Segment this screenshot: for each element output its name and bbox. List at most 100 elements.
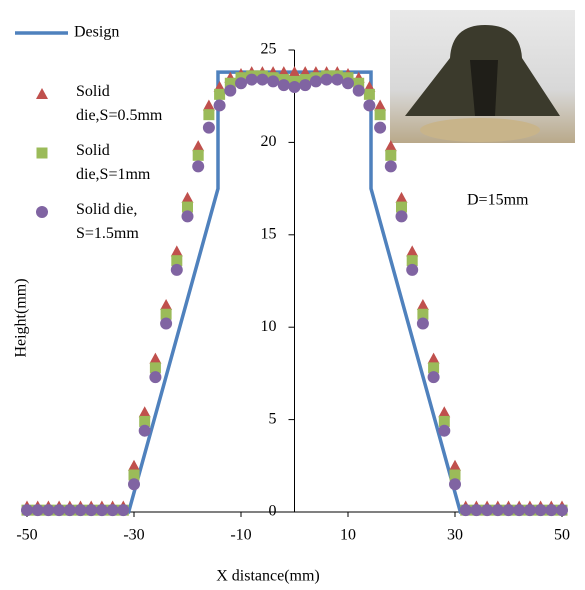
circle-marker (149, 371, 161, 383)
triangle-marker (417, 299, 429, 310)
circle-marker (53, 504, 65, 516)
circle-marker (406, 264, 418, 276)
y-tick-label: 25 (261, 41, 277, 58)
circle-marker (214, 99, 226, 111)
circle-marker (128, 478, 140, 490)
triangle-marker (160, 299, 172, 310)
triangle-marker (149, 353, 161, 364)
circle-marker (96, 504, 108, 516)
circle-marker (470, 504, 482, 516)
y-tick-label: 15 (261, 225, 277, 242)
circle-marker (556, 504, 568, 516)
circle-marker (428, 371, 440, 383)
circle-marker (417, 318, 429, 330)
triangle-marker (428, 353, 440, 364)
triangle-marker (406, 245, 418, 256)
circle-marker (321, 74, 333, 86)
legend-label: Solid die, S=1.5mm (76, 198, 180, 246)
circle-marker (171, 264, 183, 276)
circle-marker (107, 504, 119, 516)
annotation: D=15mm (467, 192, 529, 209)
square-marker (375, 109, 386, 120)
circle-marker (32, 504, 44, 516)
circle-marker (117, 504, 129, 516)
triangle-marker (203, 99, 215, 110)
y-tick-label: 20 (261, 133, 277, 150)
circle-marker (545, 504, 557, 516)
triangle-marker (449, 460, 461, 471)
y-axis-label: Height(mm) (13, 278, 30, 357)
circle-marker (310, 75, 322, 87)
circle-marker (331, 74, 343, 86)
triangle-marker (182, 192, 194, 203)
circle-marker (21, 504, 33, 516)
square-marker (385, 150, 396, 161)
square-marker (203, 109, 214, 120)
x-tick-label: 50 (554, 527, 570, 544)
legend-label-box: Solid die,S=0.5mm (76, 80, 180, 136)
circle-marker (438, 425, 450, 437)
circle-marker (256, 74, 268, 86)
circle-marker (396, 210, 408, 222)
circle-marker (299, 79, 311, 91)
y-tick-label: 10 (261, 318, 277, 335)
circle-marker (289, 81, 301, 93)
circle-marker (64, 504, 76, 516)
x-tick-label: -50 (16, 527, 37, 544)
circle-marker (513, 504, 525, 516)
circle-marker (224, 85, 236, 97)
chart: D=15mm X distance(mm) Height(mm) Design S… (0, 0, 585, 590)
circle-marker (182, 210, 194, 222)
y-tick-label: 5 (269, 410, 277, 427)
circle-marker (192, 160, 204, 172)
triangle-marker (374, 99, 386, 110)
circle-marker (524, 504, 536, 516)
circle-marker (42, 504, 54, 516)
legend-label: Design (74, 24, 119, 41)
x-tick-label: -30 (123, 527, 144, 544)
legend-label: Solid die,S=0.5mm (76, 80, 180, 128)
x-tick-label: -10 (230, 527, 251, 544)
circle-marker (36, 206, 48, 218)
circle-marker (374, 122, 386, 134)
x-tick-label: 10 (340, 527, 356, 544)
circle-marker (363, 99, 375, 111)
triangle-marker (192, 140, 204, 151)
legend-label-box: Solid die, S=1.5mm (76, 198, 180, 254)
circle-marker (385, 160, 397, 172)
y-tick-label: 0 (269, 503, 277, 520)
legend: Design Solid die,S=0.5mm Solid die,S=1mm So… (15, 24, 180, 254)
circle-marker (75, 504, 87, 516)
circle-marker (235, 77, 247, 89)
x-axis-label: X distance(mm) (216, 568, 320, 585)
triangle-marker (139, 406, 151, 417)
circle-marker (267, 75, 279, 87)
circle-marker (342, 77, 354, 89)
x-tick-label: 30 (447, 527, 463, 544)
square-marker (193, 150, 204, 161)
inset-photo (390, 10, 575, 143)
circle-marker (449, 478, 461, 490)
page: D=15mm X distance(mm) Height(mm) Design S… (0, 0, 585, 590)
circle-marker (535, 504, 547, 516)
circle-marker (278, 79, 290, 91)
circle-marker (203, 122, 215, 134)
triangle-marker (128, 460, 140, 471)
circle-marker (139, 425, 151, 437)
square-marker (214, 89, 225, 100)
legend-label-box: Solid die,S=1mm (76, 139, 180, 195)
circle-marker (460, 504, 472, 516)
square-marker (37, 148, 48, 159)
triangle-marker (36, 88, 48, 99)
triangle-marker (396, 192, 408, 203)
legend-label: Solid die,S=1mm (76, 139, 180, 187)
circle-marker (503, 504, 515, 516)
circle-marker (160, 318, 172, 330)
circle-marker (492, 504, 504, 516)
square-marker (364, 89, 375, 100)
circle-marker (246, 74, 258, 86)
circle-marker (481, 504, 493, 516)
circle-marker (353, 85, 365, 97)
triangle-marker (438, 406, 450, 417)
circle-marker (85, 504, 97, 516)
